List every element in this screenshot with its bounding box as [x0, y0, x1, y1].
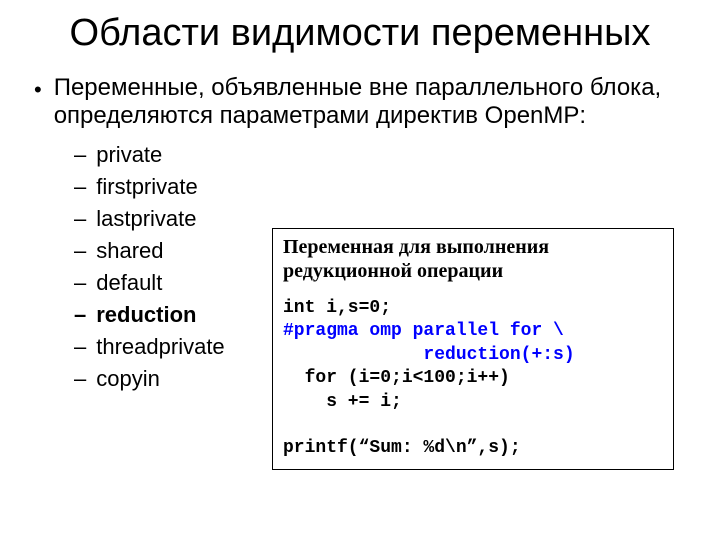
main-bullet-text: Переменные, объявленные вне параллельног… [54, 74, 690, 132]
bullet-dot: • [34, 76, 42, 104]
slide-title: Области видимости переменных [30, 12, 690, 56]
sub-list-item-text: firstprivate [96, 171, 197, 203]
sub-list-item-text: shared [96, 235, 163, 267]
sub-list-item-text: lastprivate [96, 203, 196, 235]
code-line: printf(“Sum: %d\n”,s); [283, 437, 663, 460]
dash-icon: – [74, 299, 86, 331]
code-line: s += i; [283, 391, 663, 414]
code-block: int i,s=0;#pragma omp parallel for \ red… [283, 297, 663, 461]
code-box-title: Переменная для выполнения редукционной о… [283, 235, 663, 283]
dash-icon: – [74, 267, 86, 299]
sub-list-item-text: private [96, 139, 162, 171]
dash-icon: – [74, 331, 86, 363]
sub-list-item-text: default [96, 267, 162, 299]
dash-icon: – [74, 363, 86, 395]
main-bullet: • Переменные, объявленные вне параллельн… [34, 74, 690, 132]
dash-icon: – [74, 235, 86, 267]
code-line [283, 414, 663, 437]
sub-list-item-text: threadprivate [96, 331, 224, 363]
sub-list-item-text: reduction [96, 299, 196, 331]
dash-icon: – [74, 171, 86, 203]
code-line: #pragma omp parallel for \ [283, 320, 663, 343]
code-line: for (i=0;i<100;i++) [283, 367, 663, 390]
code-line: reduction(+:s) [283, 344, 663, 367]
dash-icon: – [74, 203, 86, 235]
code-line: int i,s=0; [283, 297, 663, 320]
sub-list-item: –private [74, 139, 690, 171]
sub-list-item: –firstprivate [74, 171, 690, 203]
dash-icon: – [74, 139, 86, 171]
sub-list-item-text: copyin [96, 363, 160, 395]
code-box: Переменная для выполнения редукционной о… [272, 228, 674, 470]
